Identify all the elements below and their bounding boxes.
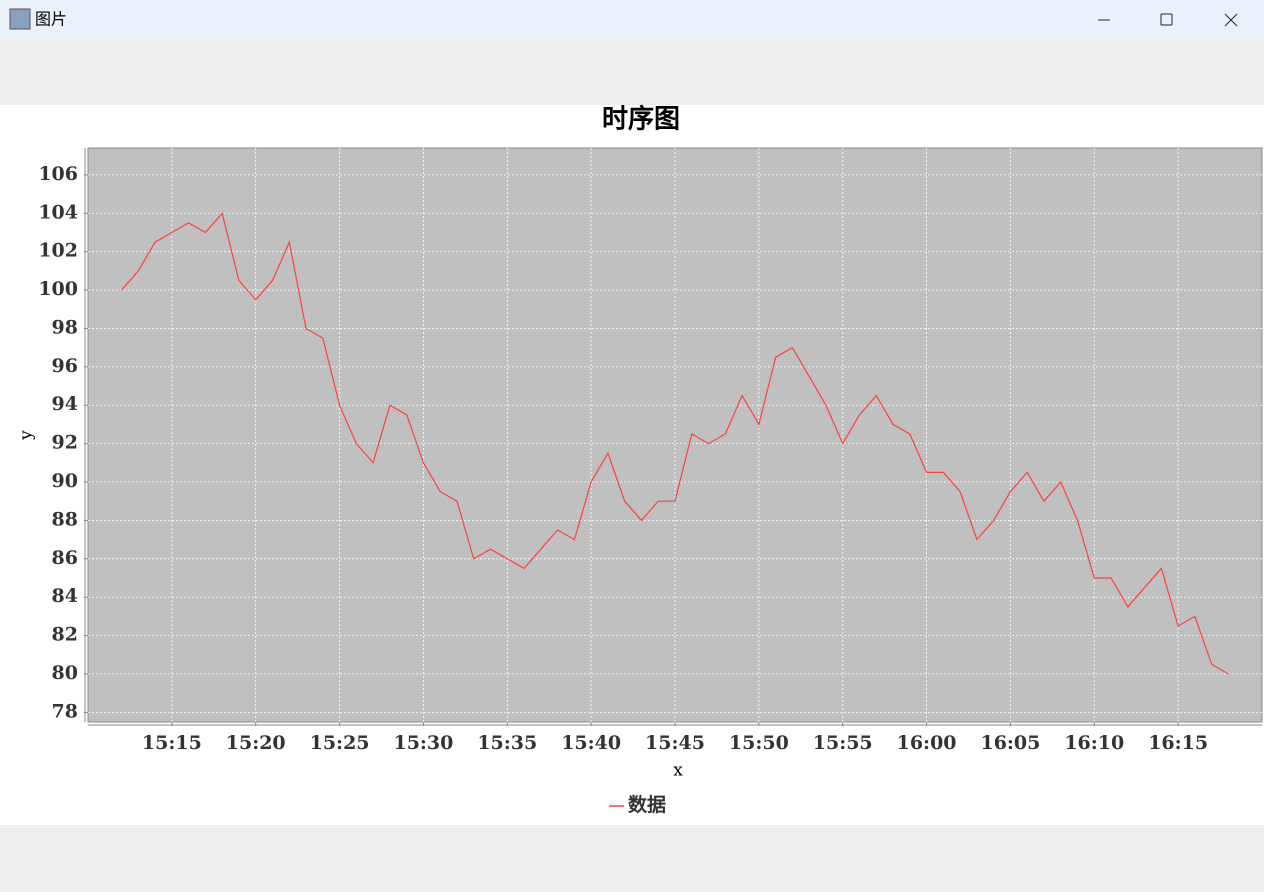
maximize-button[interactable] bbox=[1160, 13, 1173, 26]
y-tick-label: 98 bbox=[52, 316, 78, 338]
close-button[interactable] bbox=[1224, 13, 1238, 27]
y-tick-label: 96 bbox=[52, 355, 78, 377]
data-line bbox=[121, 212, 1229, 675]
y-tick-label: 84 bbox=[52, 585, 78, 607]
y-tick-label: 102 bbox=[38, 240, 78, 262]
title-bar bbox=[0, 0, 1264, 40]
chart-title: 时序图 bbox=[602, 104, 680, 135]
y-tick-label: 104 bbox=[38, 201, 78, 223]
x-tick-label: 15:50 bbox=[729, 732, 789, 754]
x-tick-label: 15:20 bbox=[226, 732, 286, 754]
x-tick-label: 15:35 bbox=[477, 732, 537, 754]
x-tick-label: 16:00 bbox=[897, 732, 957, 754]
x-tick-label: 15:25 bbox=[310, 732, 370, 754]
y-tick-label: 80 bbox=[52, 662, 78, 684]
x-tick-label: 15:55 bbox=[813, 732, 873, 754]
x-tick-label: 16:05 bbox=[980, 732, 1040, 754]
x-axis-label: x bbox=[673, 761, 683, 781]
y-tick-label: 90 bbox=[52, 470, 78, 492]
x-tick-label: 15:15 bbox=[142, 732, 202, 754]
window-title: 图片 bbox=[35, 10, 67, 29]
y-tick-label: 94 bbox=[52, 393, 78, 415]
legend-label: 数据 bbox=[628, 793, 666, 816]
x-tick-label: 16:10 bbox=[1064, 732, 1124, 754]
x-tick-label: 15:40 bbox=[561, 732, 621, 754]
app-icon bbox=[9, 8, 31, 30]
x-tick-label: 15:45 bbox=[645, 732, 705, 754]
y-tick-label: 86 bbox=[52, 547, 78, 569]
y-tick-label: 88 bbox=[52, 508, 78, 530]
y-tick-label: 106 bbox=[38, 163, 78, 185]
y-tick-label: 78 bbox=[52, 700, 78, 722]
plot-area bbox=[87, 147, 1263, 723]
x-tick-label: 16:15 bbox=[1148, 732, 1208, 754]
y-tick-label: 100 bbox=[38, 278, 78, 300]
y-tick-label: 92 bbox=[52, 432, 78, 454]
y-tick-label: 82 bbox=[52, 624, 78, 646]
y-axis-label: y bbox=[17, 430, 37, 441]
x-tick-label: 15:30 bbox=[393, 732, 453, 754]
